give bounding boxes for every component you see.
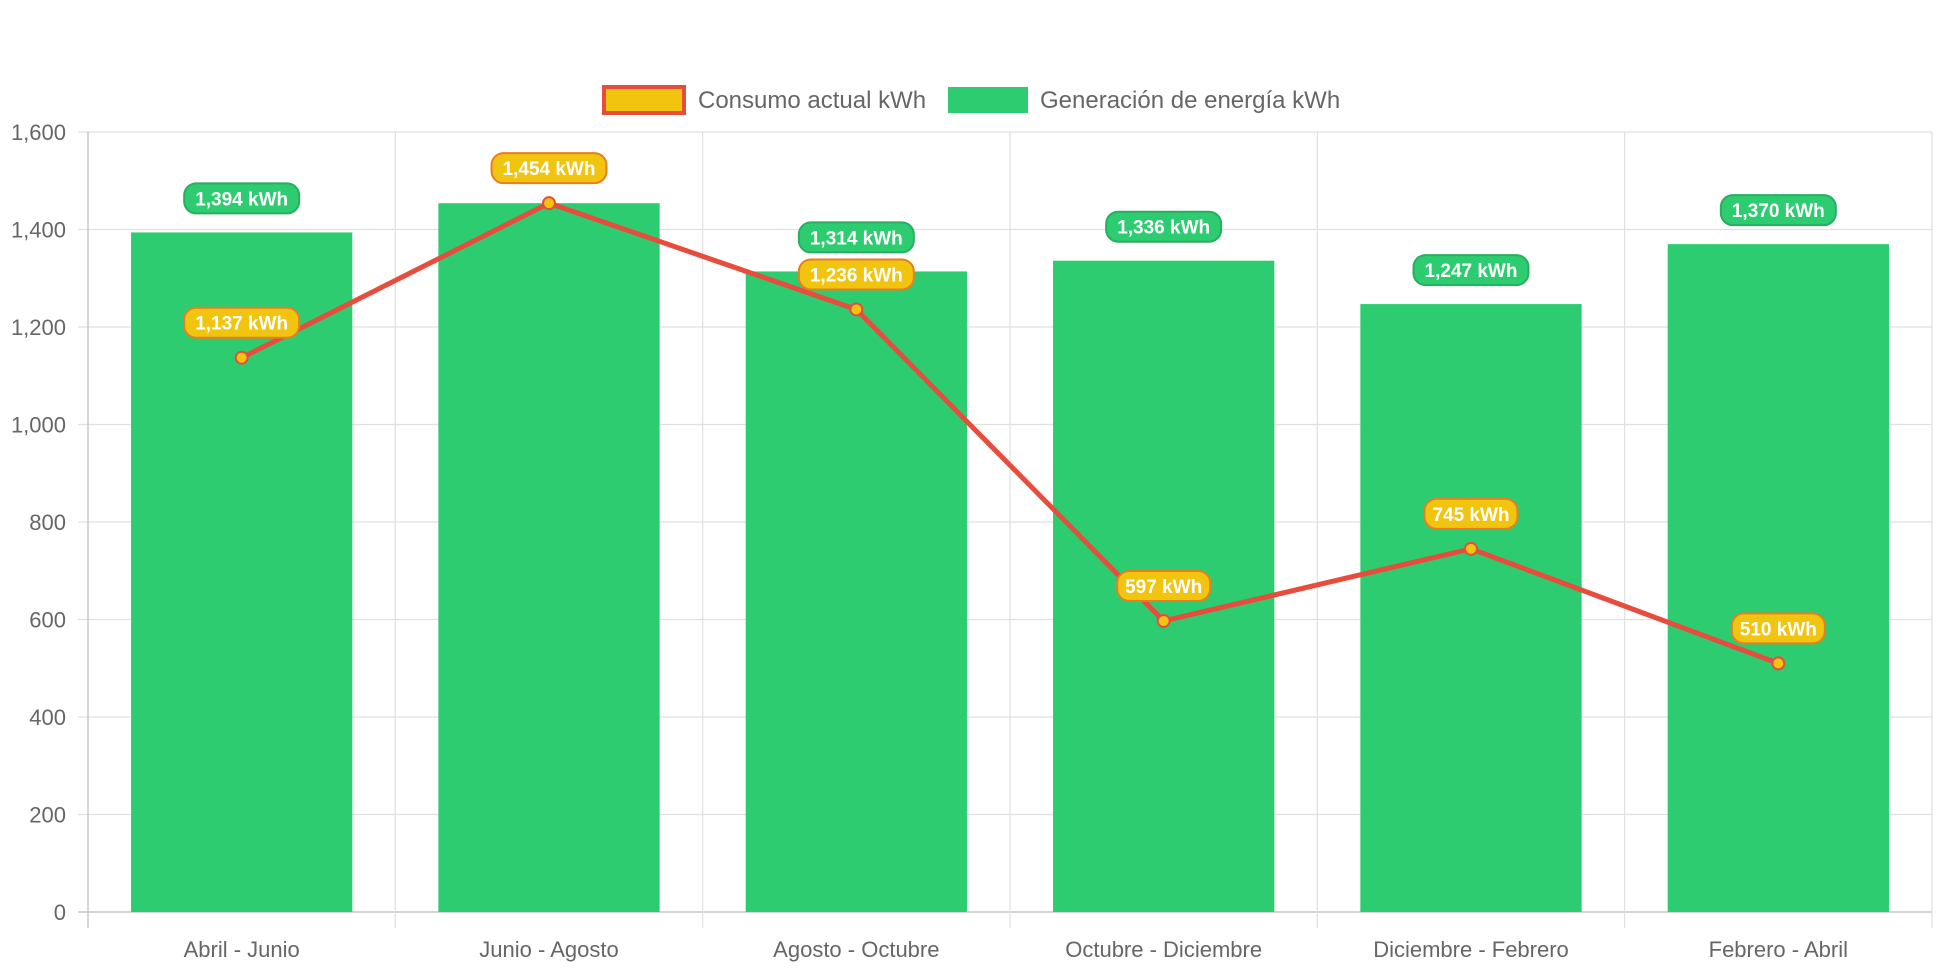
generation-value-label-box	[183, 182, 301, 215]
generation-value-label-text: 1,394 kWh	[195, 189, 288, 210]
consumption-value-label: 510 kWh	[1730, 612, 1826, 645]
generation-value-label-text: 1,336 kWh	[1117, 218, 1210, 239]
x-tick-label: Junio - Agosto	[479, 937, 618, 962]
generation-value-label: 1,247 kWh	[1412, 254, 1530, 287]
axes: 0 200 400 600 800 1,000 1,200 1,400 1,600 Abril -…	[11, 120, 1848, 962]
x-tick-label: Octubre - Diciembre	[1065, 937, 1262, 962]
generation-bar	[745, 271, 967, 912]
y-tick-label: 1,000	[11, 413, 66, 438]
y-tick-label: 1,200	[11, 315, 66, 340]
bar-series	[131, 203, 1889, 913]
consumption-value-label-box	[1116, 569, 1212, 602]
grid-lines	[78, 131, 1933, 928]
line-series	[234, 196, 1786, 671]
legend-label-consumption: Consumo actual kWh	[698, 87, 926, 114]
y-tick-label: 1,600	[11, 120, 66, 145]
consumption-value-label: 1,236 kWh	[797, 258, 915, 291]
generation-value-label: 1,314 kWh	[797, 221, 915, 254]
consumption-value-label: 745 kWh	[1423, 497, 1519, 530]
x-tick-label: Abril - Junio	[184, 937, 300, 962]
consumption-point	[542, 196, 556, 211]
consumption-point	[234, 350, 249, 365]
consumption-value-label-box	[183, 306, 301, 339]
generation-value-label-box	[1105, 210, 1223, 243]
consumption-value-label: 1,137 kWh	[183, 306, 301, 339]
consumption-value-label-text: 1,137 kWh	[195, 314, 288, 335]
y-tick-label: 400	[29, 705, 66, 730]
consumption-value-label-box	[490, 152, 608, 185]
consumption-value-label: 597 kWh	[1116, 569, 1212, 602]
y-tick-label: 0	[54, 900, 66, 925]
consumption-value-label-box	[1423, 497, 1519, 530]
generation-value-label-box	[1412, 254, 1530, 287]
legend: Consumo actual kWh Generación de energía …	[602, 85, 1340, 115]
legend-swatch-consumption	[602, 85, 686, 115]
generation-bar	[131, 232, 353, 913]
generation-value-label-text: 1,314 kWh	[810, 228, 903, 249]
consumption-line	[240, 200, 1780, 666]
legend-swatch-generation	[948, 87, 1028, 113]
x-tick-label: Febrero - Abril	[1709, 937, 1848, 962]
generation-value-label: 1,336 kWh	[1105, 210, 1223, 243]
consumption-point	[1771, 656, 1786, 671]
consumption-value-label-text: 510 kWh	[1740, 619, 1817, 640]
generation-bar	[1360, 304, 1582, 912]
y-tick-label: 200	[29, 803, 66, 828]
consumption-value-label-box	[797, 258, 915, 291]
consumption-point	[849, 302, 864, 317]
y-tick-label: 600	[29, 608, 66, 633]
consumption-value-label-box	[1730, 612, 1826, 645]
consumption-point	[1156, 613, 1171, 628]
consumption-value-label-text: 597 kWh	[1125, 577, 1202, 598]
data-labels: 1,394 kWh 1,314 kWh 1,336 kWh 1,247 kWh 1,37…	[183, 152, 1837, 645]
generation-value-label: 1,370 kWh	[1719, 194, 1837, 227]
generation-value-label-text: 1,247 kWh	[1425, 261, 1518, 282]
generation-value-label: 1,394 kWh	[183, 182, 301, 215]
generation-value-label-text: 1,370 kWh	[1732, 201, 1825, 222]
consumption-value-label-text: 1,454 kWh	[503, 159, 596, 180]
legend-label-generation: Generación de energía kWh	[1040, 87, 1340, 114]
y-tick-label: 800	[29, 510, 66, 535]
y-tick-label: 1,400	[11, 218, 66, 243]
consumption-value-label: 1,454 kWh	[490, 152, 608, 185]
x-tick-label: Agosto - Octubre	[773, 937, 939, 962]
generation-bar	[1667, 244, 1889, 912]
generation-bar	[438, 203, 660, 913]
generation-value-label-box	[1719, 194, 1837, 227]
consumption-point	[1464, 541, 1478, 556]
consumption-value-label-text: 1,236 kWh	[810, 265, 903, 286]
x-tick-label: Diciembre - Febrero	[1373, 937, 1569, 962]
consumption-value-label-text: 745 kWh	[1432, 505, 1509, 526]
generation-value-label-box	[797, 221, 915, 254]
